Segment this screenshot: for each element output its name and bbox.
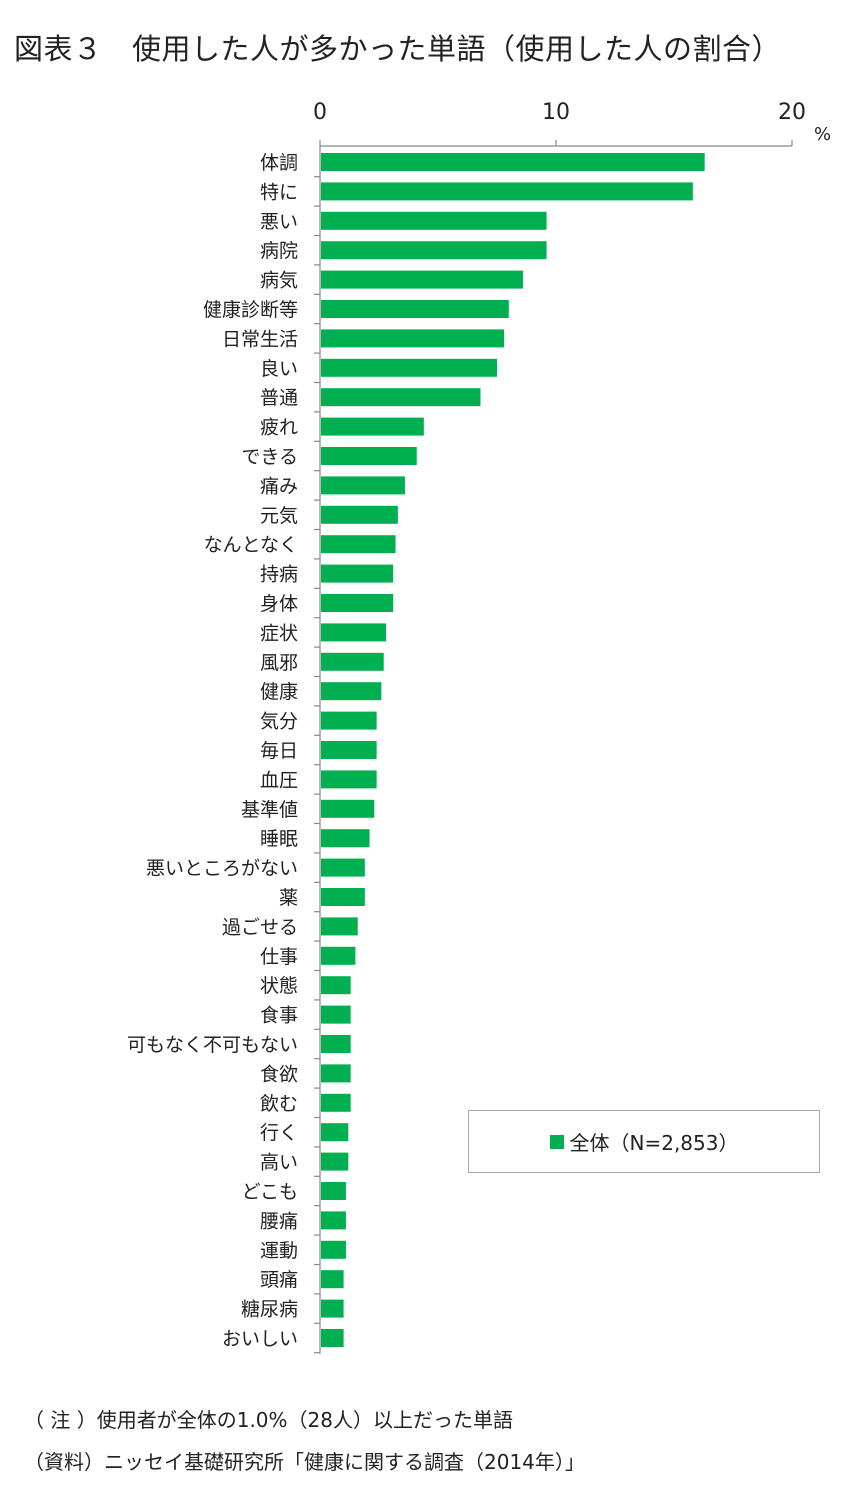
bar [321, 858, 365, 877]
category-label: 悪いところがない [146, 858, 298, 880]
bar [321, 1123, 349, 1142]
category-label: おいしい [222, 1328, 298, 1350]
bar [321, 976, 351, 995]
category-label: なんとなく [204, 534, 298, 556]
category-label: 風邪 [260, 652, 298, 674]
category-label: 血圧 [260, 769, 298, 791]
category-label: 睡眠 [260, 828, 298, 850]
category-label: 身体 [260, 593, 298, 615]
bar [321, 182, 693, 201]
bar [321, 594, 394, 612]
category-label: 健康診断等 [203, 299, 298, 321]
category-label: 糖尿病 [241, 1299, 298, 1321]
bar [321, 476, 405, 495]
bar [321, 888, 365, 906]
bar [321, 711, 377, 730]
bar [321, 917, 358, 936]
category-label: 気分 [260, 711, 298, 733]
bar [321, 270, 523, 289]
category-label: 健康 [260, 681, 298, 703]
category-label: 腰痛 [260, 1210, 298, 1232]
category-label: 頭痛 [260, 1269, 298, 1291]
legend: 全体（N=2,853） [468, 1110, 820, 1173]
category-label: 基準値 [241, 799, 298, 821]
bar [321, 241, 547, 260]
category-label: 食事 [260, 1005, 298, 1027]
bar [321, 211, 547, 230]
bar [321, 682, 382, 701]
note-text: （ 注 ）使用者が全体の1.0%（28人）以上だった単語 [24, 1408, 513, 1432]
bar [321, 1005, 351, 1024]
bar [321, 447, 417, 465]
category-label: 持病 [260, 564, 298, 586]
category-label: 悪い [260, 211, 298, 233]
category-label: 疲れ [260, 417, 298, 439]
bar [321, 1211, 346, 1230]
bar [321, 799, 375, 818]
category-label: 仕事 [260, 946, 298, 968]
category-label: 普通 [260, 387, 298, 409]
legend-swatch [549, 1134, 564, 1149]
category-label: 運動 [260, 1240, 298, 1262]
bar [321, 505, 398, 524]
category-label: どこも [242, 1181, 298, 1203]
bar [321, 770, 377, 789]
bar [321, 1329, 344, 1347]
bar [321, 1152, 349, 1171]
category-label: 高い [260, 1152, 298, 1174]
category-label: 体調 [260, 152, 298, 174]
bar [321, 564, 394, 583]
x-tick-label: 10 [542, 100, 570, 125]
bar [321, 1064, 351, 1083]
category-label: 状態 [260, 975, 298, 997]
bar [321, 623, 387, 642]
category-label: 薬 [279, 887, 298, 909]
bar [321, 358, 497, 377]
x-unit-label: % [814, 124, 831, 145]
category-label: 行く [260, 1122, 298, 1144]
bar [321, 829, 370, 848]
category-label: 特に [260, 181, 298, 203]
category-label: 日常生活 [222, 328, 298, 350]
bar [321, 741, 377, 759]
category-label: 痛み [260, 475, 298, 497]
category-label: 元気 [260, 505, 298, 527]
category-label: 食欲 [260, 1063, 298, 1085]
category-label: 病気 [260, 270, 298, 292]
category-label: 飲む [260, 1093, 298, 1115]
bar [321, 417, 424, 436]
chart-title: 図表３ 使用した人が多かった単語（使用した人の割合） [14, 32, 782, 66]
category-label: 毎日 [260, 740, 298, 762]
bar [321, 1093, 351, 1112]
category-label: 過ごせる [222, 916, 298, 938]
bar [321, 1182, 346, 1200]
bar [321, 1035, 351, 1053]
bar [321, 1270, 344, 1289]
category-label: 病院 [260, 240, 298, 262]
x-tick-label: 20 [778, 100, 806, 125]
bar [321, 153, 705, 171]
category-label: 可もなく不可もない [127, 1034, 298, 1056]
bar [321, 300, 509, 318]
bar [321, 329, 505, 348]
legend-label: 全体（N=2,853） [569, 1131, 739, 1155]
bar [321, 535, 396, 554]
bar [321, 388, 481, 407]
bar [321, 652, 384, 671]
x-tick-label: 0 [313, 100, 327, 125]
category-label: 症状 [260, 622, 298, 644]
source-text: （資料）ニッセイ基礎研究所「健康に関する調査（2014年）」 [24, 1450, 585, 1474]
bar [321, 946, 356, 965]
bar [321, 1299, 344, 1318]
category-label: 良い [260, 358, 298, 380]
bar [321, 1240, 346, 1259]
category-label: できる [241, 446, 298, 468]
